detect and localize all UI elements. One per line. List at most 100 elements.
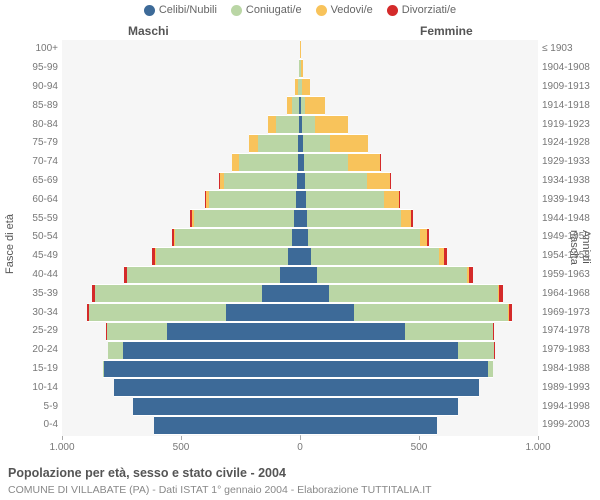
pyramid-row xyxy=(62,153,538,172)
bar-f xyxy=(300,378,479,397)
x-tick xyxy=(419,436,420,440)
segment xyxy=(288,248,300,265)
legend-item: Coniugati/e xyxy=(231,4,302,16)
segment xyxy=(384,191,398,208)
y-label-year: 1974-1978 xyxy=(542,325,598,336)
legend-label: Vedovi/e xyxy=(331,4,373,16)
y-label-year: 1939-1943 xyxy=(542,194,598,205)
bar-f xyxy=(300,284,503,303)
y-label-year: 1979-1983 xyxy=(542,344,598,355)
pyramid-row xyxy=(62,247,538,266)
segment xyxy=(307,210,401,227)
segment xyxy=(301,60,303,77)
pyramid-row xyxy=(62,228,538,247)
y-label-age: 35-39 xyxy=(2,288,58,299)
segment xyxy=(354,304,509,321)
pyramid-row xyxy=(62,115,538,134)
y-label-year: 1904-1908 xyxy=(542,62,598,73)
segment xyxy=(303,135,329,152)
pyramid-row xyxy=(62,378,538,397)
x-label: 500 xyxy=(399,442,439,453)
pyramid-row xyxy=(62,190,538,209)
legend-swatch xyxy=(231,5,242,16)
legend-item: Celibi/Nubili xyxy=(144,4,217,16)
legend-item: Divorziati/e xyxy=(387,4,456,16)
segment xyxy=(232,154,239,171)
bar-m xyxy=(172,228,301,247)
bar-m xyxy=(205,190,300,209)
segment xyxy=(300,417,437,434)
segment xyxy=(488,361,493,378)
legend-swatch xyxy=(387,5,398,16)
segment xyxy=(239,154,297,171)
col-header-male: Maschi xyxy=(128,24,169,38)
x-tick xyxy=(62,436,63,440)
segment xyxy=(89,304,226,321)
y-label-year: 1994-1998 xyxy=(542,401,598,412)
bar-m xyxy=(124,266,300,285)
pyramid-row xyxy=(62,40,538,59)
footer-source: COMUNE DI VILLABATE (PA) - Dati ISTAT 1°… xyxy=(8,484,432,496)
segment xyxy=(499,285,503,302)
segment xyxy=(104,361,300,378)
pyramid-row xyxy=(62,59,538,78)
bar-m xyxy=(87,303,300,322)
x-label: 1.000 xyxy=(42,442,82,453)
pyramid-row xyxy=(62,322,538,341)
bar-f xyxy=(300,360,493,379)
bar-m xyxy=(103,360,300,379)
pyramid-row xyxy=(62,96,538,115)
bar-f xyxy=(300,190,400,209)
y-label-year: 1944-1948 xyxy=(542,213,598,224)
bar-f xyxy=(300,59,303,78)
bar-f xyxy=(300,416,437,435)
segment xyxy=(224,173,297,190)
plot-area xyxy=(62,40,538,436)
bar-f xyxy=(300,228,429,247)
bar-m xyxy=(154,416,300,435)
y-label-year: 1959-1963 xyxy=(542,269,598,280)
bar-f xyxy=(300,266,473,285)
population-pyramid-chart: Celibi/Nubili Coniugati/e Vedovi/e Divorzia… xyxy=(0,0,600,500)
y-label-age: 0-4 xyxy=(2,419,58,430)
y-label-year: 1964-1968 xyxy=(542,288,598,299)
pyramid-row xyxy=(62,284,538,303)
y-label-year: 1924-1928 xyxy=(542,137,598,148)
segment xyxy=(304,154,348,171)
segment xyxy=(405,323,493,340)
segment xyxy=(329,285,498,302)
legend: Celibi/Nubili Coniugati/e Vedovi/e Divorzia… xyxy=(0,4,600,16)
segment xyxy=(300,229,308,246)
segment xyxy=(249,135,257,152)
segment xyxy=(123,342,300,359)
segment xyxy=(300,379,479,396)
bar-f xyxy=(300,397,458,416)
y-label-year: 1929-1933 xyxy=(542,156,598,167)
legend-swatch xyxy=(316,5,327,16)
pyramid-row xyxy=(62,209,538,228)
legend-label: Coniugati/e xyxy=(246,4,302,16)
segment xyxy=(292,97,299,114)
legend-label: Celibi/Nubili xyxy=(159,4,217,16)
y-label-year: 1954-1958 xyxy=(542,250,598,261)
segment xyxy=(300,267,317,284)
bar-f xyxy=(300,247,447,266)
segment xyxy=(300,285,329,302)
x-tick xyxy=(181,436,182,440)
segment xyxy=(300,304,354,321)
segment xyxy=(367,173,390,190)
y-label-age: 75-79 xyxy=(2,137,58,148)
x-label: 500 xyxy=(161,442,201,453)
y-label-age: 90-94 xyxy=(2,81,58,92)
bar-m xyxy=(92,284,300,303)
segment xyxy=(380,154,381,171)
bar-f xyxy=(300,303,512,322)
y-label-age: 5-9 xyxy=(2,401,58,412)
y-label-age: 40-44 xyxy=(2,269,58,280)
y-label-age: 95-99 xyxy=(2,62,58,73)
segment xyxy=(276,116,299,133)
segment xyxy=(108,342,122,359)
segment xyxy=(300,361,488,378)
segment xyxy=(209,191,296,208)
segment xyxy=(262,285,300,302)
